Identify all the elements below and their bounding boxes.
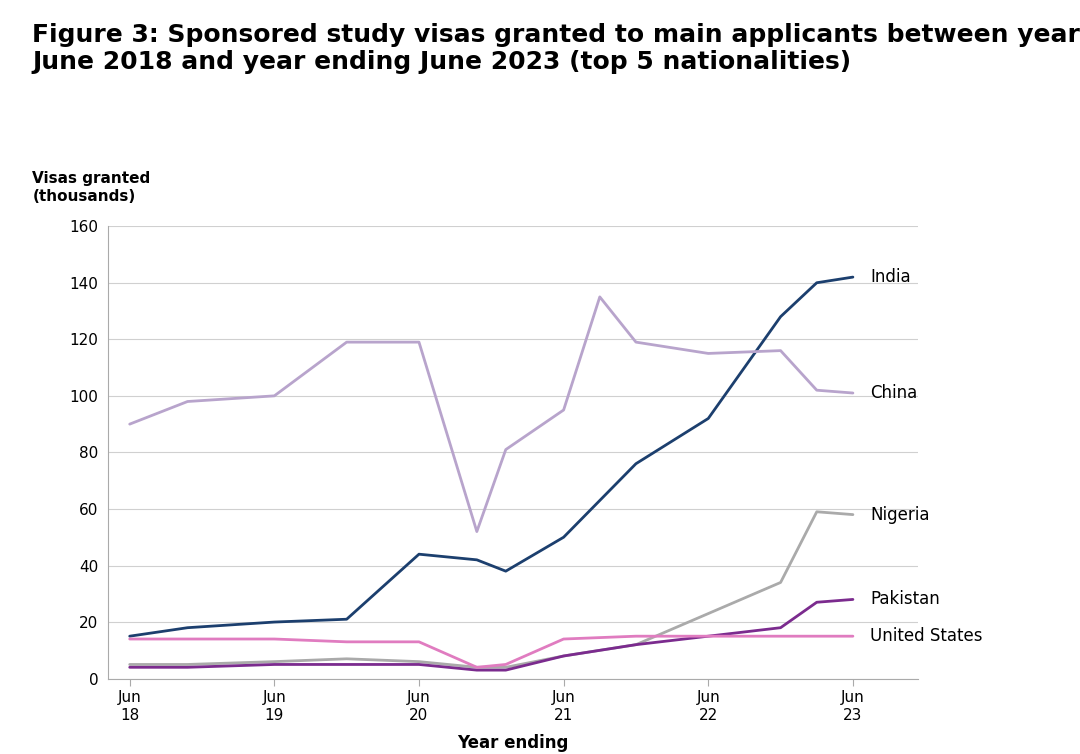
Text: Visas granted
(thousands): Visas granted (thousands) xyxy=(32,171,150,204)
Text: Figure 3: Sponsored study visas granted to main applicants between year ending
J: Figure 3: Sponsored study visas granted … xyxy=(32,23,1080,75)
X-axis label: Year ending: Year ending xyxy=(457,734,569,752)
Text: India: India xyxy=(870,268,910,286)
Text: Pakistan: Pakistan xyxy=(870,590,940,608)
Text: China: China xyxy=(870,384,918,402)
Text: United States: United States xyxy=(870,627,983,645)
Text: Nigeria: Nigeria xyxy=(870,506,930,523)
